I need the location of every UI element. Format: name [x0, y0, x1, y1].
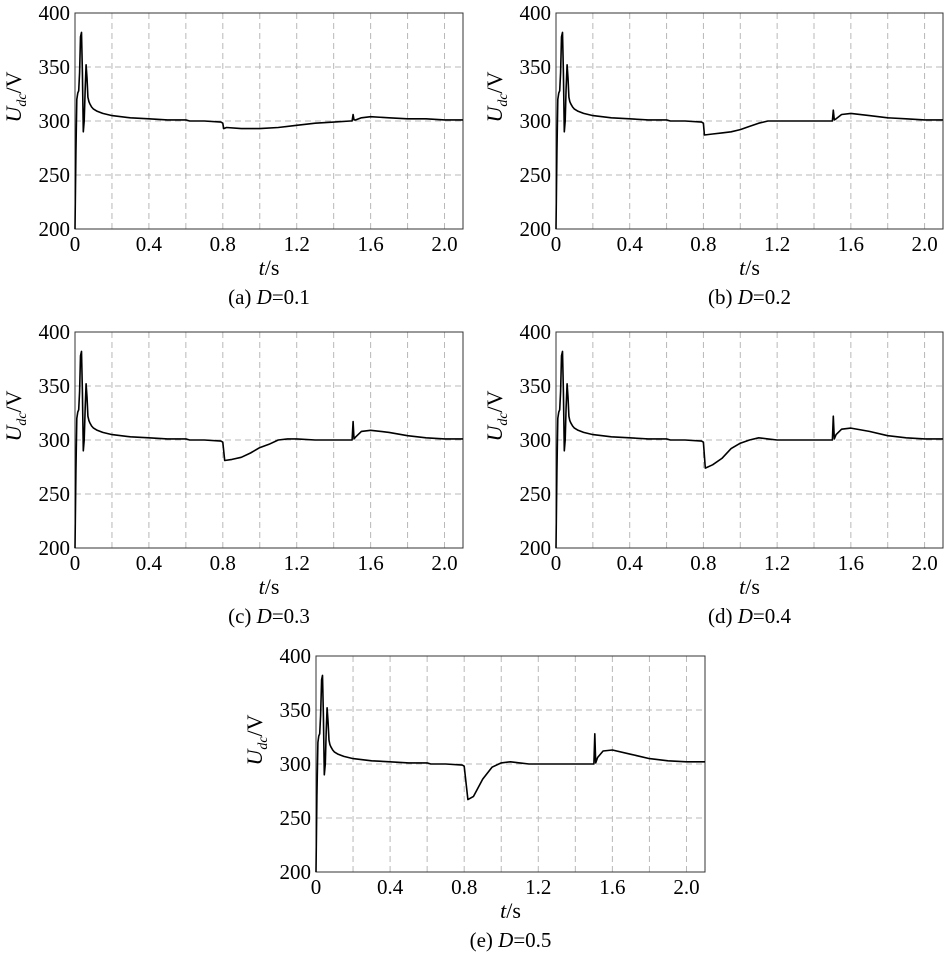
x-tick-label: 1.6: [357, 232, 383, 256]
x-tick-label: 0: [311, 875, 322, 899]
y-axis-label: Udc/V: [242, 714, 271, 765]
x-tick-label: 0.4: [136, 551, 163, 575]
y-axis-label: Udc/V: [482, 390, 511, 441]
panel-caption: (d) D=0.4: [708, 604, 792, 628]
y-tick-label: 250: [520, 482, 552, 506]
chart-panel-3: 0 0.4 0.8 1.2 1.6 2.0 200 250 300 350 400 t/s Udc/V (…: [1, 320, 464, 628]
x-tick-label: 2.0: [673, 875, 699, 899]
y-tick-label: 400: [39, 1, 71, 25]
chart-panel-1: 0 0.4 0.8 1.2 1.6 2.0 200 250 300 350 400 t/s Udc/V (…: [1, 1, 464, 309]
plot-frame: [555, 331, 944, 549]
voltage-trace: [74, 350, 463, 549]
y-tick-label: 400: [520, 1, 552, 25]
x-tick-label: 0.8: [451, 875, 477, 899]
y-tick-label: 200: [280, 860, 312, 884]
x-tick-label: 0: [551, 232, 562, 256]
x-tick-label: 1.2: [284, 232, 310, 256]
y-tick-label: 300: [520, 109, 552, 133]
panel-caption: (a) D=0.1: [228, 285, 310, 309]
voltage-trace: [74, 31, 463, 230]
y-tick-label: 200: [520, 217, 552, 241]
x-tick-label: 1.2: [764, 232, 790, 256]
y-tick-label: 350: [520, 55, 552, 79]
x-tick-label: 1.6: [357, 551, 383, 575]
x-tick-label: 0: [551, 551, 562, 575]
x-axis-label: t/s: [739, 574, 760, 599]
y-tick-label: 400: [39, 320, 71, 344]
y-axis-label: Udc/V: [1, 71, 30, 122]
x-axis-label: t/s: [500, 898, 521, 923]
y-axis-label: Udc/V: [482, 71, 511, 122]
x-tick-label: 1.2: [764, 551, 790, 575]
y-tick-label: 400: [520, 320, 552, 344]
plot-frame: [315, 655, 706, 873]
x-tick-label: 0.4: [617, 551, 644, 575]
x-tick-label: 2.0: [911, 551, 937, 575]
x-tick-label: 0.8: [210, 551, 236, 575]
x-tick-label: 2.0: [911, 232, 937, 256]
y-tick-label: 300: [39, 428, 71, 452]
y-axis-label: Udc/V: [1, 390, 30, 441]
chart-panel-4: 0 0.4 0.8 1.2 1.6 2.0 200 250 300 350 400 t/s Udc/V (…: [482, 320, 944, 628]
x-tick-label: 1.6: [599, 875, 625, 899]
y-tick-label: 400: [280, 644, 312, 668]
x-tick-label: 0.4: [617, 232, 644, 256]
y-tick-label: 250: [520, 163, 552, 187]
y-tick-label: 300: [39, 109, 71, 133]
plot-frame: [74, 331, 464, 549]
x-tick-label: 0.8: [690, 551, 716, 575]
y-tick-label: 350: [280, 698, 312, 722]
y-tick-label: 250: [39, 163, 71, 187]
x-axis-label: t/s: [259, 574, 280, 599]
chart-panel-2: 0 0.4 0.8 1.2 1.6 2.0 200 250 300 350 400 t/s Udc/V (…: [482, 1, 944, 309]
x-axis-label: t/s: [739, 255, 760, 280]
voltage-trace: [555, 350, 943, 549]
x-tick-label: 1.6: [838, 232, 864, 256]
y-tick-label: 200: [39, 536, 71, 560]
x-axis-label: t/s: [259, 255, 280, 280]
x-tick-label: 1.2: [525, 875, 551, 899]
panel-caption: (c) D=0.3: [228, 604, 310, 628]
x-tick-label: 0.8: [210, 232, 236, 256]
y-tick-label: 300: [520, 428, 552, 452]
plot-frame: [74, 12, 464, 230]
x-tick-label: 0.8: [690, 232, 716, 256]
plot-frame: [555, 12, 944, 230]
y-tick-label: 350: [520, 374, 552, 398]
x-tick-label: 0: [70, 551, 81, 575]
x-tick-label: 0: [70, 232, 81, 256]
panel-caption: (e) D=0.5: [470, 928, 552, 952]
y-tick-label: 200: [520, 536, 552, 560]
y-tick-label: 200: [39, 217, 71, 241]
y-tick-label: 350: [39, 374, 71, 398]
x-tick-label: 2.0: [431, 232, 457, 256]
x-tick-label: 0.4: [377, 875, 404, 899]
y-tick-label: 350: [39, 55, 71, 79]
voltage-trace: [315, 674, 705, 873]
x-tick-label: 1.2: [284, 551, 310, 575]
x-tick-label: 2.0: [431, 551, 457, 575]
x-tick-label: 0.4: [136, 232, 163, 256]
voltage-trace: [555, 31, 943, 230]
x-tick-label: 1.6: [838, 551, 864, 575]
y-tick-label: 250: [280, 806, 312, 830]
chart-panel-5: 0 0.4 0.8 1.2 1.6 2.0 200 250 300 350 400 t/s Udc/V (…: [242, 644, 706, 952]
y-tick-label: 250: [39, 482, 71, 506]
panel-caption: (b) D=0.2: [708, 285, 791, 309]
y-tick-label: 300: [280, 752, 312, 776]
